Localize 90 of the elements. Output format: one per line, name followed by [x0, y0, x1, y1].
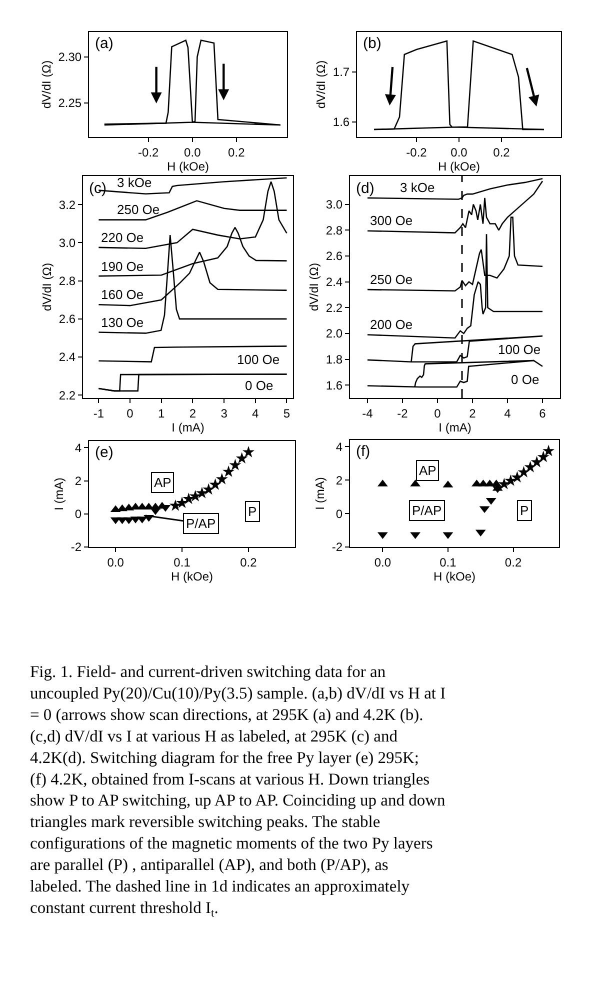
- x-tick-label: -0.2: [406, 145, 428, 160]
- y-tick-label: 0: [336, 506, 343, 521]
- y-tick-label: 4: [336, 440, 343, 454]
- series-label: 250 Oe: [370, 272, 413, 287]
- text: Fig. 1. Field- and current-driven switching data for an uncoupled Py(20)/Cu(10)/Py(3.5) sample. (a,b) dV/dI vs H at I = 0 (arrows show scan directions, at 295K (a) and 4.2K (b). (c,d) dV/dI vs I at various H as labeled, at 295K (c) and 4.2K(d). Switching diagram for the free Py layer (e) 295K; (f) 4.2K, obtained from I-scans at various H. Down triangles show P to AP switching, up AP to AP. Coinciding up and down triangles mark reversible switching peaks. The stable configurations of the magnetic moments of the two Py layers are parallel (P) , antiparallel (AP), and both (P/AP), as labeled. The dashed line in 1d indicates an approximately constant current threshold I$_{t}$.: [30, 662, 446, 920]
- y-tick-label: 2.30: [58, 50, 82, 64]
- x-tick-label: 6: [539, 406, 546, 420]
- x-tick-label: 0.2: [493, 145, 510, 160]
- chart-title: (e): [95, 444, 114, 461]
- annotation: AP: [154, 475, 172, 490]
- y-tick-label: -2: [70, 540, 82, 554]
- x-tick-label: -4: [362, 406, 374, 420]
- x-tick-label: 4: [504, 406, 512, 420]
- series-label: 250 Oe: [117, 202, 160, 217]
- y-tick-label: 2.8: [326, 223, 343, 238]
- x-axis-title: H (kOe): [438, 159, 480, 174]
- y-tick-label: 2.6: [58, 312, 76, 326]
- series-label: 3 kOe: [400, 180, 435, 195]
- y-tick-label: 3.0: [326, 198, 343, 212]
- x-tick-label: 0.1: [440, 555, 457, 570]
- annotation: P/AP: [186, 516, 216, 531]
- series-label: 300 Oe: [370, 213, 413, 228]
- y-axis-title: dV/dI (Ω): [40, 262, 54, 312]
- x-tick-label: 2: [189, 406, 196, 420]
- chart-title: (b): [363, 35, 382, 52]
- y-tick-label: 2: [336, 473, 343, 488]
- x-tick-label: 0.0: [107, 555, 124, 570]
- y-tick-label: 1.6: [332, 115, 350, 130]
- annotation: AP: [419, 463, 436, 478]
- y-axis-title: I (mA): [313, 477, 328, 510]
- chart-title: (a): [95, 35, 114, 52]
- x-axis-title: H (kOe): [434, 569, 476, 584]
- series-label: 130 Oe: [101, 315, 144, 330]
- y-tick-label: 2.0: [326, 326, 343, 341]
- y-tick-label: 2.6: [326, 249, 343, 264]
- x-tick-label: 0: [126, 406, 134, 420]
- annotation: P: [248, 504, 257, 519]
- x-tick-label: 0.1: [174, 555, 191, 570]
- x-tick-label: -1: [93, 406, 104, 420]
- x-tick-label: -0.2: [138, 145, 160, 160]
- x-tick-label: 0.0: [184, 145, 202, 160]
- x-tick-label: 0.2: [228, 145, 246, 160]
- y-tick-label: -2: [332, 540, 343, 554]
- x-tick-label: 0.0: [450, 145, 468, 160]
- y-tick-label: 2.4: [58, 350, 76, 364]
- series-label: 0 Oe: [511, 372, 540, 387]
- series-label: 0 Oe: [245, 378, 274, 393]
- annotation: P: [520, 503, 529, 518]
- y-tick-label: 2: [74, 474, 82, 488]
- chart-title: (c): [89, 180, 106, 197]
- y-tick-label: 3.2: [58, 198, 76, 212]
- series-label: 220 Oe: [101, 230, 144, 245]
- x-tick-label: 2: [469, 406, 476, 420]
- chart-title: (d): [356, 180, 374, 197]
- series-label: 3 kOe: [117, 175, 152, 190]
- series-label: 100 Oe: [237, 352, 280, 367]
- series-label: 160 Oe: [101, 287, 144, 302]
- y-tick-label: 2.2: [326, 300, 343, 315]
- series-label: 200 Oe: [370, 317, 413, 332]
- y-axis-title: dV/dI (Ω): [307, 262, 322, 312]
- x-tick-label: 1: [158, 406, 166, 420]
- y-tick-label: 2.8: [58, 274, 76, 288]
- chart-title: (f): [356, 443, 370, 460]
- y-tick-label: 2.25: [58, 96, 82, 110]
- y-tick-label: 1.6: [326, 378, 343, 392]
- y-tick-label: 1.7: [332, 65, 350, 80]
- y-axis-title: dV/dI (Ω): [40, 60, 54, 109]
- x-axis-title: I (mA): [438, 420, 472, 434]
- y-axis-title: dV/dI (Ω): [314, 60, 328, 109]
- annotation: P/AP: [412, 503, 442, 518]
- x-tick-label: 5: [283, 406, 290, 420]
- y-tick-label: 4: [74, 440, 82, 455]
- y-axis-title: I (mA): [52, 478, 66, 510]
- x-tick-label: 0.2: [240, 555, 258, 570]
- x-tick-label: 0: [434, 406, 442, 420]
- y-tick-label: 2.2: [58, 388, 76, 402]
- y-tick-label: 0: [74, 507, 82, 522]
- y-tick-label: 1.8: [326, 352, 343, 366]
- y-tick-label: 2.4: [326, 275, 343, 290]
- x-tick-label: 0.2: [504, 555, 522, 570]
- y-tick-label: 3.0: [58, 236, 76, 250]
- x-tick-label: 0.0: [374, 555, 392, 570]
- x-tick-label: 3: [220, 406, 228, 420]
- x-axis-title: H (kOe): [167, 159, 210, 174]
- series-label: 100 Oe: [498, 342, 541, 357]
- series-label: 190 Oe: [101, 259, 144, 274]
- x-tick-label: 4: [252, 406, 260, 420]
- x-axis-title: I (mA): [172, 420, 204, 434]
- x-tick-label: -2: [397, 406, 408, 420]
- x-axis-title: H (kOe): [171, 569, 214, 584]
